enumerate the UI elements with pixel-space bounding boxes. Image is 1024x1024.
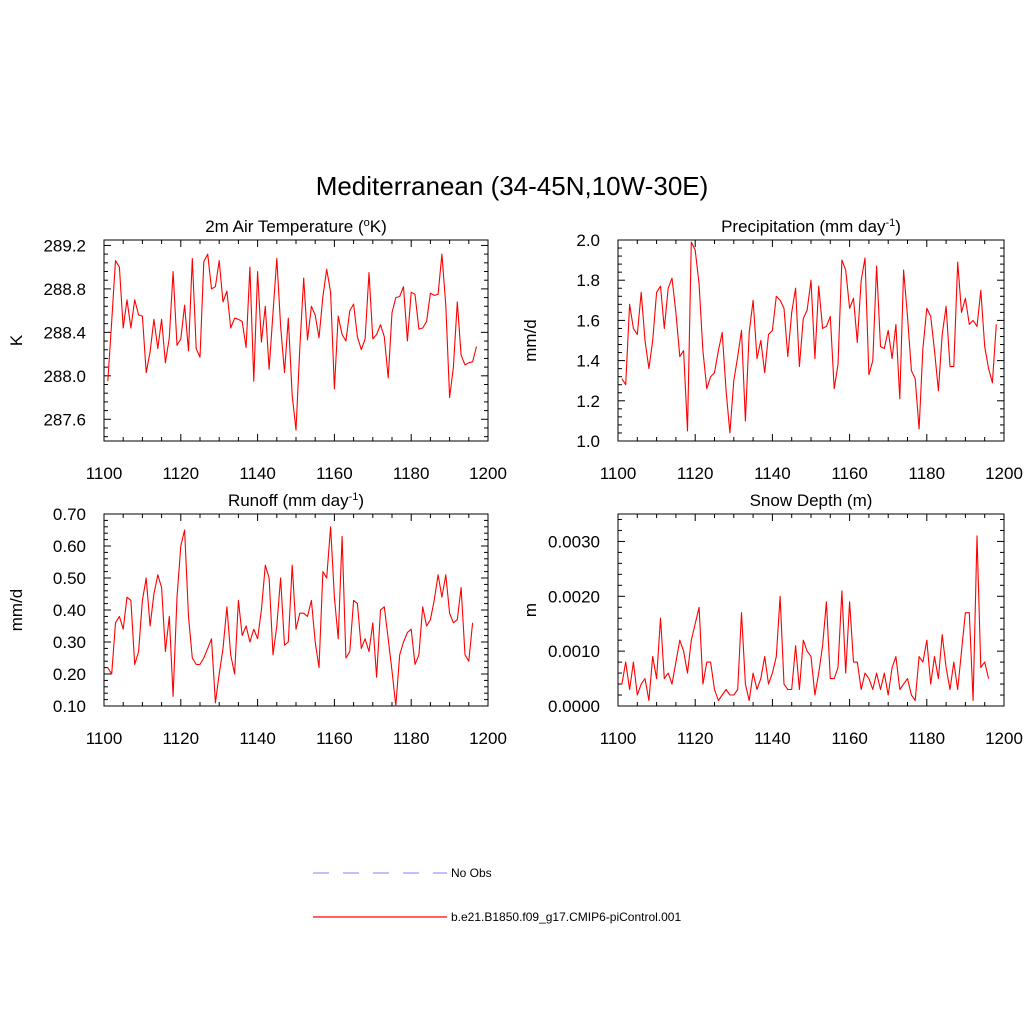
y-tick-label: 0.0010 — [548, 642, 600, 661]
x-tick-label: 1200 — [469, 464, 507, 483]
x-tick-label: 1140 — [754, 729, 791, 748]
y-tick-label: 0.20 — [53, 665, 86, 684]
legend-label-2: b.e21.B1850.f09_g17.CMIP6-piControl.001 — [451, 910, 681, 924]
panel-title: 2m Air Temperature (oK) — [205, 217, 387, 236]
x-tick-label: 1200 — [985, 729, 1023, 748]
y-axis-label: mm/d — [7, 589, 26, 632]
x-tick-label: 1100 — [86, 729, 123, 748]
y-tick-label: 288.4 — [43, 323, 86, 342]
y-tick-label: 288.0 — [43, 367, 86, 386]
y-tick-label: 288.8 — [43, 280, 86, 299]
y-tick-label: 0.70 — [53, 505, 86, 524]
panel-4: Snow Depth (m) m 1100 1120 1140 1160 1180 1200 0… — [521, 491, 1023, 748]
y-tick-label: 287.6 — [43, 410, 86, 429]
panel-title-text: 2m Air Temperature — [205, 217, 358, 236]
panel-title: Precipitation (mm day-1) — [721, 217, 901, 236]
panel-title-text: Snow Depth (m) — [750, 491, 873, 510]
legend-label-1: No Obs — [451, 866, 492, 880]
legend: No Obs b.e21.B1850.f09_g17.CMIP6-piContro… — [313, 866, 681, 924]
y-tick-label: 0.0020 — [548, 587, 600, 606]
plot-frame — [617, 513, 1005, 707]
y-tick-label: 0.10 — [53, 697, 86, 716]
x-tick-label: 1200 — [985, 464, 1023, 483]
panel-title: Runoff (mm day-1) — [228, 491, 364, 510]
series-line-1 — [107, 253, 478, 431]
x-tick-label: 1200 — [469, 729, 507, 748]
x-tick-label: 1140 — [754, 464, 791, 483]
panel-title: Snow Depth (m) — [750, 491, 873, 510]
y-tick-label: 1.4 — [576, 352, 600, 371]
x-tick-label: 1180 — [393, 464, 430, 483]
x-tick-label: 1100 — [600, 729, 637, 748]
y-axis-label: mm/d — [521, 319, 540, 362]
y-tick-label: 289.2 — [43, 236, 86, 255]
y-tick-label: 0.0030 — [548, 532, 600, 551]
x-tick-label: 1120 — [163, 464, 200, 483]
panel-3: Runoff (mm day-1) mm/d 1100 1120 1140 1160 118… — [7, 491, 507, 748]
panel-title-text: Runoff — [228, 491, 283, 510]
panel-title-text: Precipitation — [721, 217, 819, 236]
y-tick-label: 0.40 — [53, 601, 86, 620]
panel-1: 2m Air Temperature (oK) K 1100 1120 1140 1160… — [7, 217, 507, 483]
y-tick-label: 1.8 — [576, 271, 600, 290]
series-line-1 — [621, 535, 990, 702]
y-tick-label: 0.50 — [53, 569, 86, 588]
x-tick-label: 1160 — [316, 464, 353, 483]
y-tick-label: 0.0000 — [548, 697, 600, 716]
plot-frame — [103, 239, 489, 442]
y-axis-label: m — [521, 603, 540, 617]
y-tick-label: 1.6 — [576, 311, 600, 330]
x-tick-label: 1180 — [393, 729, 430, 748]
x-tick-label: 1140 — [239, 464, 276, 483]
y-tick-label: 1.0 — [576, 432, 600, 451]
x-tick-label: 1120 — [677, 729, 714, 748]
series-line-1 — [621, 241, 997, 434]
figure-title: Mediterranean (34-45N,10W-30E) — [316, 171, 709, 201]
y-axis-label: K — [7, 334, 26, 346]
x-tick-label: 1120 — [163, 729, 200, 748]
series-line-1 — [107, 526, 474, 707]
panels: 2m Air Temperature (oK) K 1100 1120 1140 1160… — [7, 217, 1023, 748]
y-tick-label: 2.0 — [576, 231, 600, 250]
x-tick-label: 1100 — [86, 464, 123, 483]
x-tick-label: 1120 — [677, 464, 714, 483]
y-tick-label: 1.2 — [576, 392, 600, 411]
x-tick-label: 1180 — [909, 464, 946, 483]
x-tick-label: 1140 — [239, 729, 276, 748]
y-tick-label: 0.30 — [53, 633, 86, 652]
x-tick-label: 1160 — [831, 729, 868, 748]
panel-2: Precipitation (mm day-1) mm/d 1100 1120 1140… — [521, 217, 1023, 483]
x-tick-label: 1100 — [600, 464, 637, 483]
plot-frame — [617, 239, 1005, 442]
x-tick-label: 1180 — [909, 729, 946, 748]
x-tick-label: 1160 — [316, 729, 353, 748]
x-tick-label: 1160 — [831, 464, 868, 483]
y-tick-label: 0.60 — [53, 537, 86, 556]
plot-frame — [103, 513, 489, 707]
